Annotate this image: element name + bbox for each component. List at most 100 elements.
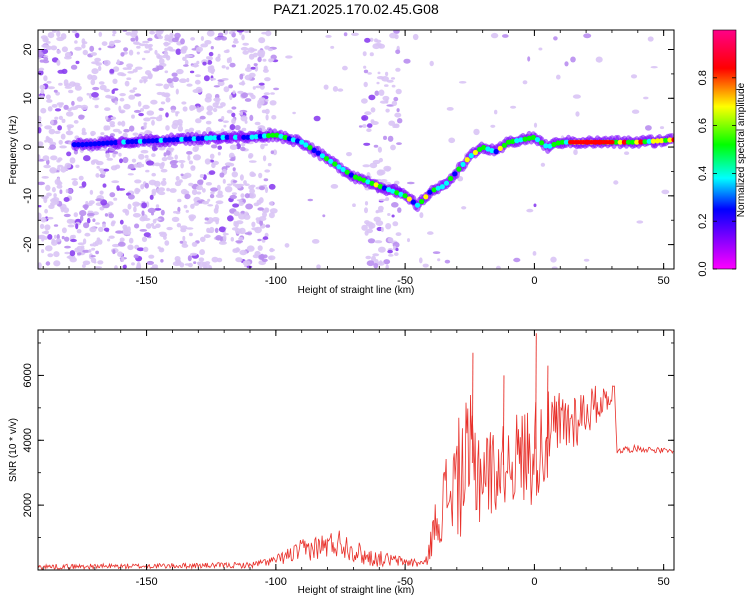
noise-blob xyxy=(108,40,115,47)
ridge-core xyxy=(199,135,205,141)
ridge-core xyxy=(249,134,255,140)
noise-blob xyxy=(264,169,271,173)
ridge-core xyxy=(402,193,408,199)
noise-blob xyxy=(391,214,395,218)
noise-blob xyxy=(95,173,100,178)
ridge-core xyxy=(369,180,375,186)
noise-blob xyxy=(127,244,134,251)
noise-blob xyxy=(160,168,168,173)
noise-blob xyxy=(496,265,501,269)
noise-blob xyxy=(138,43,146,47)
noise-blob xyxy=(117,188,126,191)
noise-blob xyxy=(90,255,96,258)
noise-blob xyxy=(64,162,72,169)
noise-blob xyxy=(270,92,275,95)
noise-blob xyxy=(148,254,155,259)
noise-blob xyxy=(58,139,63,145)
noise-blob xyxy=(40,107,47,114)
noise-blob xyxy=(155,83,164,87)
ridge-core xyxy=(137,138,143,144)
noise-blob xyxy=(239,249,248,256)
noise-blob xyxy=(215,193,224,198)
noise-blob xyxy=(245,203,254,210)
ridge-core xyxy=(117,139,123,145)
ridge-core xyxy=(166,137,172,143)
noise-blob xyxy=(249,188,256,194)
noise-blob xyxy=(83,222,90,229)
y-tick-label: 4000 xyxy=(22,428,34,452)
noise-blob xyxy=(102,183,107,188)
noise-blob xyxy=(374,240,383,244)
noise-blob xyxy=(64,245,71,249)
noise-blob xyxy=(231,118,236,125)
noise-blob xyxy=(244,232,253,235)
ridge-core xyxy=(336,164,342,170)
noise-blob xyxy=(177,119,183,125)
ridge-core xyxy=(270,132,276,138)
noise-blob xyxy=(135,66,143,70)
noise-blob xyxy=(171,216,180,222)
noise-blob xyxy=(373,263,379,269)
ridge-core xyxy=(439,184,445,190)
ridge-core xyxy=(311,147,317,153)
noise-blob xyxy=(185,227,194,230)
noise-blob xyxy=(183,172,192,178)
ridge-core xyxy=(667,137,673,143)
noise-blob xyxy=(176,68,184,75)
noise-blob xyxy=(176,223,182,228)
ridge-core xyxy=(141,138,148,144)
noise-blob xyxy=(235,240,243,244)
ridge-core xyxy=(559,139,565,145)
noise-blob xyxy=(103,227,110,232)
ridge-core xyxy=(290,137,296,143)
noise-blob xyxy=(143,50,151,54)
noise-blob xyxy=(45,94,51,100)
noise-blob xyxy=(257,207,265,211)
noise-blob xyxy=(40,35,48,40)
noise-blob xyxy=(231,30,236,33)
noise-blob xyxy=(134,187,140,195)
noise-blob xyxy=(397,207,402,213)
ridge-core xyxy=(348,172,354,178)
noise-blob xyxy=(236,199,243,202)
noise-blob xyxy=(140,149,149,154)
noise-blob xyxy=(141,57,146,61)
noise-blob xyxy=(372,159,381,165)
noise-blob xyxy=(223,124,227,128)
noise-blob xyxy=(385,264,389,269)
noise-blob xyxy=(143,246,149,252)
noise-blob xyxy=(208,170,216,175)
ridge-core xyxy=(84,141,90,147)
noise-blob xyxy=(45,184,51,191)
ridge-core xyxy=(133,138,139,145)
noise-blob xyxy=(223,30,229,35)
noise-blob xyxy=(257,56,262,63)
noise-blob xyxy=(117,121,122,126)
noise-blob xyxy=(366,260,375,267)
noise-blob xyxy=(38,154,41,161)
noise-blob xyxy=(337,88,344,92)
noise-blob xyxy=(171,109,176,113)
noise-blob xyxy=(112,33,116,37)
noise-blob xyxy=(490,124,496,128)
noise-blob xyxy=(262,211,267,218)
noise-blob xyxy=(229,194,237,200)
noise-blob xyxy=(363,81,368,88)
ridge-core xyxy=(245,134,251,140)
noise-blob xyxy=(50,155,58,161)
noise-blob xyxy=(231,171,238,178)
noise-blob xyxy=(202,200,209,205)
noise-blob xyxy=(90,130,96,136)
noise-blob xyxy=(46,192,52,197)
noise-blob xyxy=(119,97,125,102)
noise-blob xyxy=(63,207,70,214)
noise-blob xyxy=(111,220,116,225)
ridge-core xyxy=(386,187,392,193)
noise-blob xyxy=(174,180,182,187)
noise-blob xyxy=(205,182,212,186)
noise-blob xyxy=(80,215,84,222)
colorbar-tick-label: 0.6 xyxy=(697,118,709,133)
x-tick-label: -150 xyxy=(136,275,158,287)
noise-blob xyxy=(174,154,178,160)
